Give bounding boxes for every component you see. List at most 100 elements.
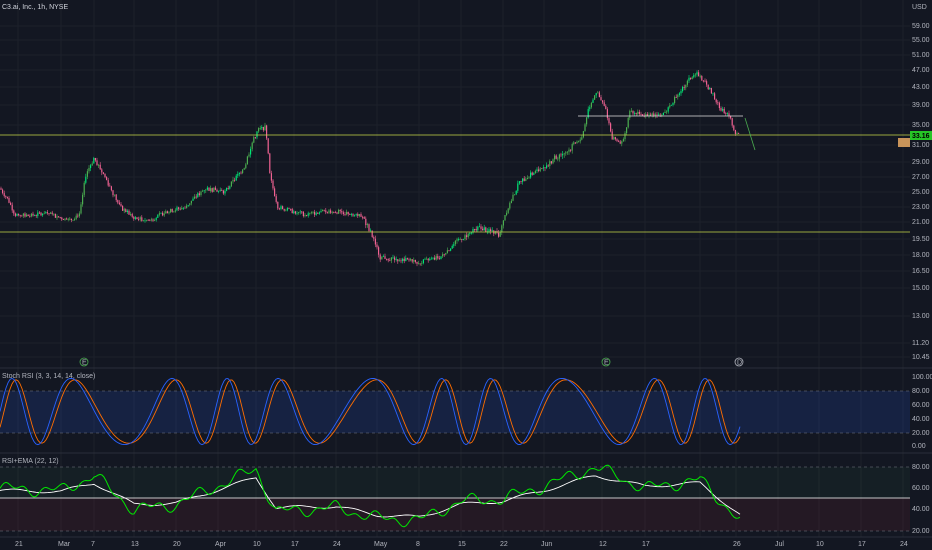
candle-body [445, 252, 447, 255]
candlesticks [0, 69, 740, 267]
rsi-line [0, 464, 741, 528]
candle-body [226, 188, 228, 191]
candle-body [509, 203, 511, 209]
candle-body [418, 263, 420, 265]
candle-body [248, 154, 250, 157]
candle-body [475, 229, 477, 231]
candle-body [240, 172, 242, 174]
time-label: 13 [131, 541, 139, 548]
candle-body [278, 208, 280, 210]
candle-body [531, 172, 533, 175]
candle-body [654, 114, 656, 116]
candle-body [648, 114, 650, 117]
candle-body [37, 212, 39, 216]
candle-body [426, 258, 428, 260]
candle-body [653, 113, 655, 116]
candle-body [149, 220, 151, 222]
candle-body [256, 131, 258, 138]
candle-body [106, 177, 108, 181]
candle-body [46, 212, 48, 214]
candle-body [462, 239, 464, 240]
candle-body [594, 95, 596, 100]
candle-body [344, 214, 346, 215]
candle-body [306, 215, 308, 216]
candle-body [586, 117, 588, 125]
candle-body [246, 156, 248, 165]
candle-body [155, 217, 157, 220]
rsi-ema-label: RSI+EMA (22, 12) [2, 458, 59, 465]
candle-body [131, 214, 133, 217]
candle-body [274, 188, 276, 197]
stoch-k-line [0, 377, 741, 446]
candle-body [5, 196, 7, 197]
rsi-tick: 40.00 [912, 506, 930, 513]
candle-body [322, 209, 324, 212]
candle-body [181, 208, 183, 210]
candle-body [506, 212, 508, 215]
event-marker-earnings-2[interactable]: E [601, 357, 611, 367]
candle-body [214, 187, 216, 190]
candle-body [526, 177, 528, 180]
candle-body [261, 127, 263, 129]
candle-body [514, 194, 516, 196]
time-label: 10 [253, 541, 261, 548]
current-price-tag[interactable] [910, 131, 932, 140]
price-tick: 51.00 [912, 52, 930, 59]
candle-body [192, 198, 194, 201]
price-tick: 31.00 [912, 142, 930, 149]
event-marker-earnings-1[interactable]: E [79, 357, 89, 367]
candle-body [154, 219, 156, 221]
candle-body [296, 212, 298, 214]
candle-body [136, 217, 138, 220]
candle-body [571, 144, 573, 151]
event-marker-dividend[interactable]: D [734, 357, 744, 367]
candle-body [552, 159, 554, 164]
candle-body [733, 125, 735, 130]
candle-body [718, 102, 720, 109]
candle-body [485, 227, 487, 232]
candle-body [483, 227, 485, 231]
candle-body [630, 110, 632, 112]
candle-body [130, 214, 132, 215]
candle-body [50, 212, 52, 214]
candle-body [18, 213, 20, 216]
candle-body [397, 259, 399, 262]
candle-body [213, 187, 215, 192]
candle-body [442, 254, 444, 257]
candle-body [230, 181, 232, 187]
candle-body [221, 190, 223, 191]
time-label: Jul [775, 541, 784, 548]
candle-body [208, 187, 210, 191]
time-label: Apr [215, 541, 227, 548]
rsi-tick: 80.00 [912, 464, 930, 471]
candle-body [637, 111, 639, 114]
candle-body [141, 217, 143, 221]
candle-body [453, 244, 455, 246]
candle-body [10, 202, 12, 205]
stoch-tick: 40.00 [912, 416, 930, 423]
candle-body [80, 204, 82, 214]
candle-body [299, 211, 301, 213]
candle-body [128, 210, 130, 215]
candle-body [142, 220, 144, 222]
candle-body [158, 213, 160, 215]
candle-body [189, 203, 191, 205]
candle-body [280, 206, 282, 210]
candle-body [259, 128, 261, 129]
price-tick: 18.00 [912, 252, 930, 259]
candle-body [512, 194, 514, 201]
candle-body [678, 93, 680, 95]
candle-body [160, 212, 162, 214]
candle-body [2, 189, 4, 194]
candle-body [597, 92, 599, 94]
candle-body [312, 211, 314, 213]
candle-body [717, 102, 719, 104]
candle-body [672, 103, 674, 105]
candle-body [237, 173, 239, 176]
candle-body [558, 154, 560, 159]
orange-price-tag [898, 138, 910, 147]
candle-body [211, 188, 213, 192]
candle-body [325, 210, 327, 213]
candle-body [702, 80, 704, 82]
price-tick: 47.00 [912, 67, 930, 74]
